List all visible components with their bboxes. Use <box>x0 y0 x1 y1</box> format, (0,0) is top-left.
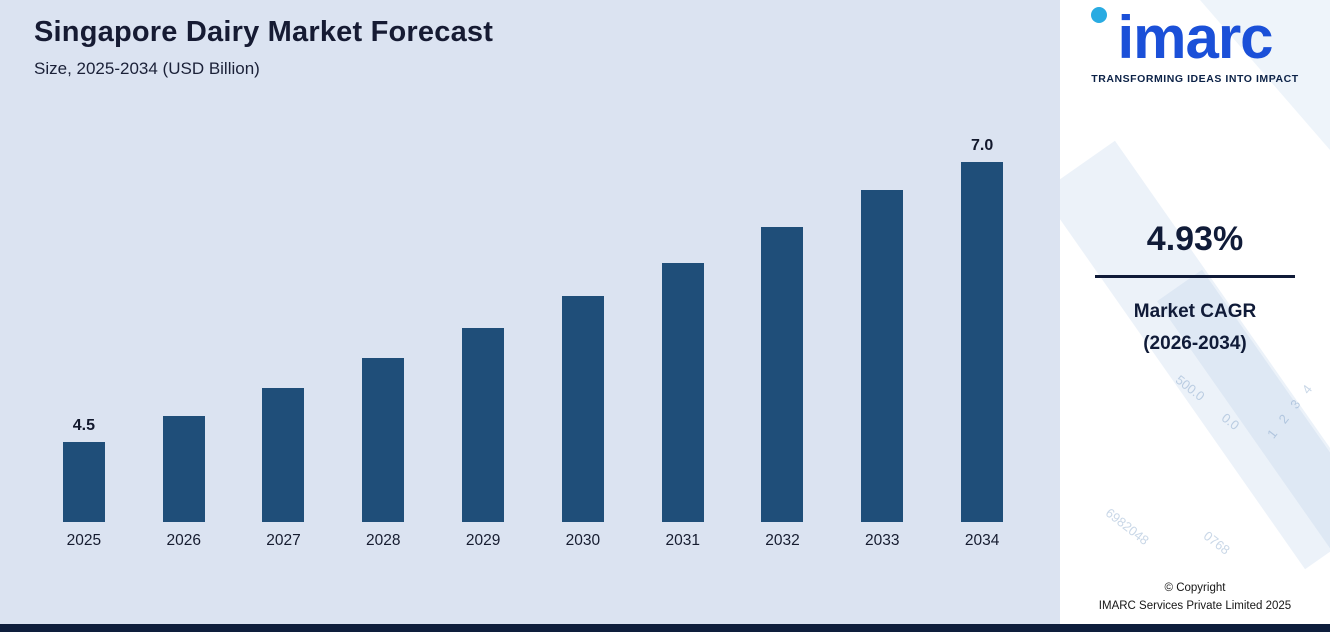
cagr-divider <box>1095 275 1295 278</box>
x-axis-label-2029: 2029 <box>465 532 501 549</box>
watermark-number: 6982048 <box>1102 505 1152 548</box>
bar-2033 <box>861 189 904 522</box>
imarc-logo-dot-icon <box>1091 7 1108 23</box>
bar-2034 <box>961 162 1004 522</box>
bar-slot-2031 <box>633 137 733 522</box>
bar-2032 <box>761 226 804 522</box>
x-axis-labels: 2025 2026 2027 2028 2029 2030 2031 2032 2033 2034 <box>34 532 1032 550</box>
bar-value-label-2034: 7.0 <box>970 137 994 154</box>
bar-slot-2027 <box>234 137 334 522</box>
cagr-block: 4.93% Market CAGR (2026-2034) <box>1060 220 1330 361</box>
bar-slot-2029 <box>433 137 533 522</box>
bar-2025 <box>62 441 105 522</box>
copyright-line2: IMARC Services Private Limited 2025 <box>1098 600 1292 613</box>
bar-slot-2033 <box>832 137 932 522</box>
bar-2031 <box>661 262 704 522</box>
bar-slot-2034: 7.0 <box>932 137 1032 522</box>
copyright-line1: © Copyright <box>1164 582 1226 595</box>
x-axis-label-2030: 2030 <box>565 532 601 549</box>
bar-2028 <box>362 358 405 522</box>
page-title: Singapore Dairy Market Forecast <box>34 16 494 48</box>
x-axis-label-2034: 2034 <box>964 532 1000 549</box>
watermark-number: 0768 <box>1200 528 1233 558</box>
cagr-label: Market CAGR <box>1133 301 1257 322</box>
bar-2029 <box>462 328 505 522</box>
cagr-value: 4.93% <box>1146 220 1244 258</box>
x-axis-label-2028: 2028 <box>366 532 401 549</box>
bar-2027 <box>262 388 305 522</box>
x-axis-label-2031: 2031 <box>665 532 700 549</box>
cagr-period: (2026-2034) <box>1143 333 1247 355</box>
bar-value-label-2025: 4.5 <box>72 416 96 434</box>
brand-panel: 500.0 0.0 1 2 3 4 6982048 0768 imarc TRA… <box>1060 0 1330 632</box>
chart-subtitle: Size, 2025-2034 (USD Billion) <box>34 59 260 78</box>
bar-slot-2028 <box>333 137 433 522</box>
x-axis-label-2027: 2027 <box>266 532 301 549</box>
imarc-tagline: TRANSFORMING IDEAS INTO IMPACT <box>1091 73 1299 85</box>
x-axis-label-2033: 2033 <box>865 532 900 549</box>
bar-2030 <box>561 296 604 522</box>
imarc-logo-text: imarc <box>1091 6 1298 69</box>
bar-slot-2032 <box>733 137 833 522</box>
x-axis-label-2032: 2032 <box>765 532 800 549</box>
bars-area: 4.5 7.0 <box>34 137 1032 522</box>
copyright: © Copyright IMARC Services Private Limit… <box>1060 580 1330 616</box>
bar-slot-2025: 4.5 <box>34 137 134 522</box>
imarc-logo-wordmark: imarc <box>1117 4 1273 71</box>
chart-section: Singapore Dairy Market Forecast Size, 20… <box>0 0 1060 632</box>
x-axis-label-2026: 2026 <box>166 532 201 549</box>
imarc-logo: imarc TRANSFORMING IDEAS INTO IMPACT <box>1091 6 1298 85</box>
bar-slot-2026 <box>134 137 234 522</box>
bar-chart: 4.5 7.0 2025 2026 2027 2028 2029 2030 2031 2032 2… <box>34 137 1032 550</box>
corner-decoration <box>1200 0 1330 150</box>
x-axis-label-2025: 2025 <box>66 532 102 549</box>
bottom-accent-strip <box>0 624 1330 632</box>
bar-2026 <box>162 415 205 522</box>
bar-slot-2030 <box>533 137 633 522</box>
